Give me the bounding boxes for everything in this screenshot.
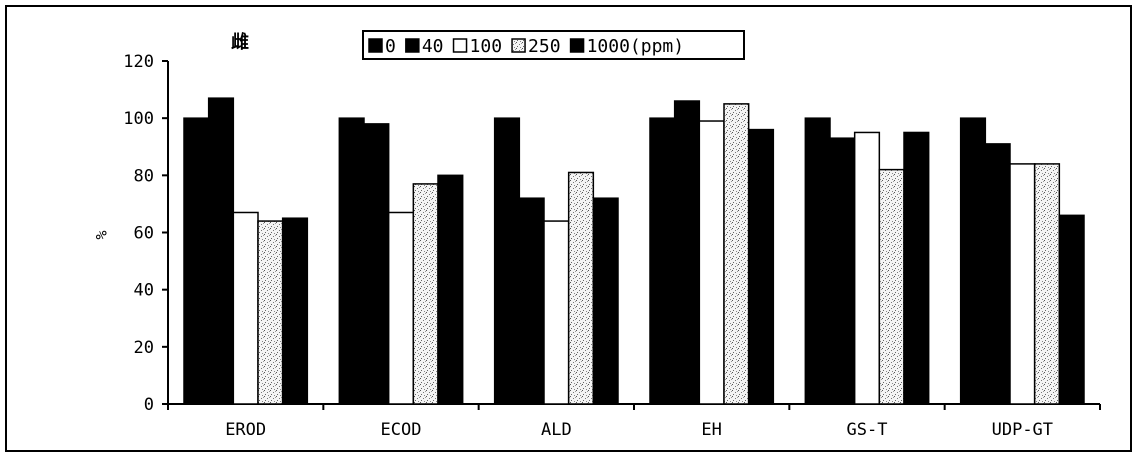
bar	[747, 128, 775, 405]
bar	[543, 220, 570, 405]
x-tick-label: EROD	[225, 420, 266, 440]
bar	[698, 120, 725, 405]
y-tick-label: 20	[134, 338, 154, 358]
bar	[984, 143, 1011, 405]
bar	[1033, 163, 1061, 405]
bar	[338, 117, 365, 405]
bar	[649, 117, 676, 405]
y-tick-label: 0	[144, 395, 154, 415]
y-tick-label: 100	[123, 109, 154, 129]
bar	[1009, 163, 1036, 405]
y-tick-label: 120	[123, 52, 154, 72]
legend-swatch	[452, 38, 468, 53]
bar	[723, 103, 750, 405]
y-axis-label: %	[92, 230, 110, 239]
x-tick-label: EH	[701, 420, 721, 440]
bar	[804, 117, 831, 405]
bars	[183, 97, 1085, 405]
y-tick-label: 40	[134, 281, 154, 301]
bar	[363, 123, 390, 405]
bar	[829, 137, 856, 405]
bar	[959, 117, 987, 405]
x-tick-label: UDP-GT	[992, 420, 1053, 440]
bar	[673, 100, 701, 405]
legend-swatch	[569, 38, 585, 53]
legend-label: 100	[470, 36, 503, 57]
bar	[183, 117, 210, 405]
x-tick-label: ALD	[541, 420, 572, 440]
bar	[257, 220, 284, 405]
bar	[232, 211, 259, 405]
bar	[437, 174, 464, 405]
bar	[518, 197, 545, 405]
y-tick-label: 80	[134, 166, 154, 186]
bar	[878, 168, 905, 405]
legend-swatch	[368, 38, 383, 53]
bar	[281, 217, 309, 405]
bar	[207, 97, 235, 405]
x-tick-label: GS-T	[847, 420, 888, 440]
bar	[853, 131, 881, 405]
bar	[412, 183, 439, 405]
chart-frame	[5, 5, 1132, 452]
bar	[567, 171, 595, 405]
legend-label: 250	[528, 36, 561, 57]
y-tick-label: 60	[134, 224, 154, 244]
legend-box	[362, 30, 745, 60]
legend-label: 1000(ppm)	[587, 36, 685, 57]
bar	[493, 117, 521, 405]
bar	[1058, 214, 1085, 405]
chart-title: 雌	[231, 31, 249, 53]
x-tick-label: ECOD	[381, 420, 422, 440]
bar	[592, 197, 619, 405]
bar	[387, 211, 415, 405]
axes: 0 20 40 60 80 100 120 EROD ECOD ALD EH GS-T UDP-GT	[123, 52, 1101, 440]
legend-label: 0	[385, 36, 396, 57]
bar	[903, 131, 930, 405]
legend-label: 40	[422, 36, 444, 57]
legend-swatch	[511, 38, 526, 53]
legend: 0 40 100 250 1000(ppm)	[362, 30, 745, 60]
legend-swatch	[405, 38, 420, 53]
